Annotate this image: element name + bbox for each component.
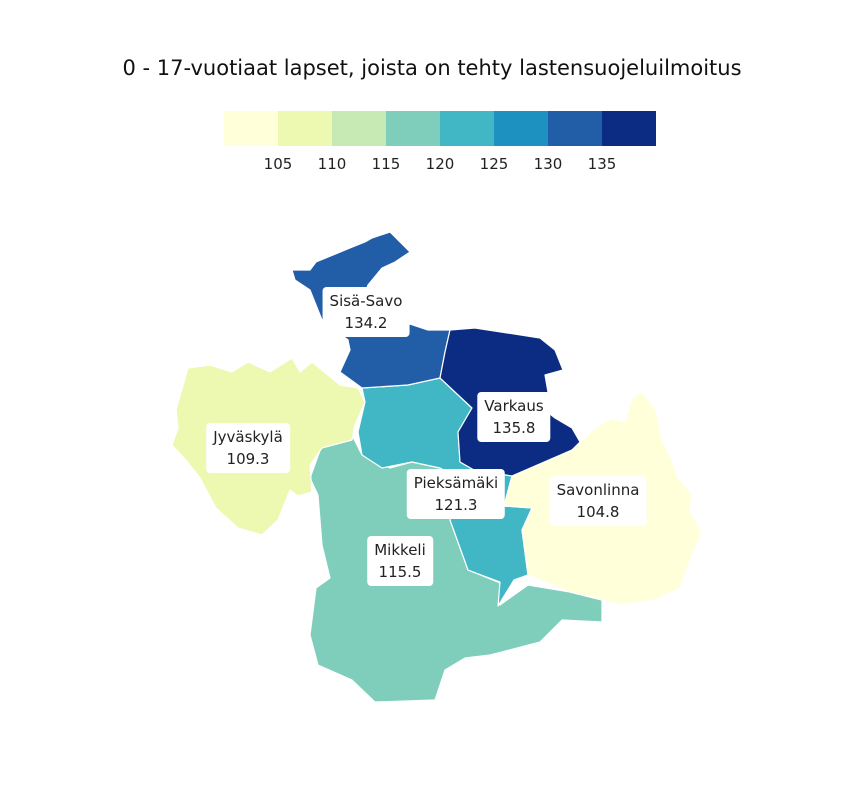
region-name: Savonlinna bbox=[556, 481, 640, 499]
legend-swatch bbox=[386, 111, 440, 146]
legend-tick: 105 bbox=[263, 155, 293, 173]
legend-tick: 125 bbox=[479, 155, 509, 173]
label-sisa-savo: Sisä-Savo 134.2 bbox=[322, 287, 410, 337]
map-title: 0 - 17-vuotiaat lapset, joista on tehty … bbox=[122, 56, 742, 80]
legend-swatch bbox=[494, 111, 548, 146]
legend-swatch bbox=[440, 111, 494, 146]
label-pieksamaki: Pieksämäki 121.3 bbox=[406, 469, 506, 519]
legend-ticks: 105 110 115 120 125 130 135 bbox=[0, 155, 864, 175]
legend-tick: 115 bbox=[371, 155, 401, 173]
region-value: 121.3 bbox=[434, 496, 478, 514]
region-name: Mikkeli bbox=[374, 541, 426, 559]
legend-swatch bbox=[602, 111, 656, 146]
label-mikkeli: Mikkeli 115.5 bbox=[367, 536, 433, 586]
legend-swatch bbox=[332, 111, 386, 146]
legend-swatch bbox=[278, 111, 332, 146]
legend-tick: 135 bbox=[587, 155, 617, 173]
region-value: 109.3 bbox=[226, 450, 270, 468]
region-value: 135.8 bbox=[492, 419, 536, 437]
region-name: Jyväskylä bbox=[213, 428, 283, 446]
region-value: 134.2 bbox=[344, 314, 388, 332]
region-name: Sisä-Savo bbox=[329, 292, 403, 310]
legend-tick: 120 bbox=[425, 155, 455, 173]
region-name: Pieksämäki bbox=[413, 474, 499, 492]
label-jyvaskyla: Jyväskylä 109.3 bbox=[206, 423, 290, 473]
color-legend bbox=[224, 111, 656, 146]
label-varkaus: Varkaus 135.8 bbox=[477, 392, 551, 442]
label-savonlinna: Savonlinna 104.8 bbox=[549, 476, 647, 526]
region-name: Varkaus bbox=[484, 397, 544, 415]
legend-swatch bbox=[548, 111, 602, 146]
legend-swatch bbox=[224, 111, 278, 146]
region-value: 115.5 bbox=[378, 563, 422, 581]
legend-tick: 130 bbox=[533, 155, 563, 173]
legend-tick: 110 bbox=[317, 155, 347, 173]
region-value: 104.8 bbox=[576, 503, 620, 521]
